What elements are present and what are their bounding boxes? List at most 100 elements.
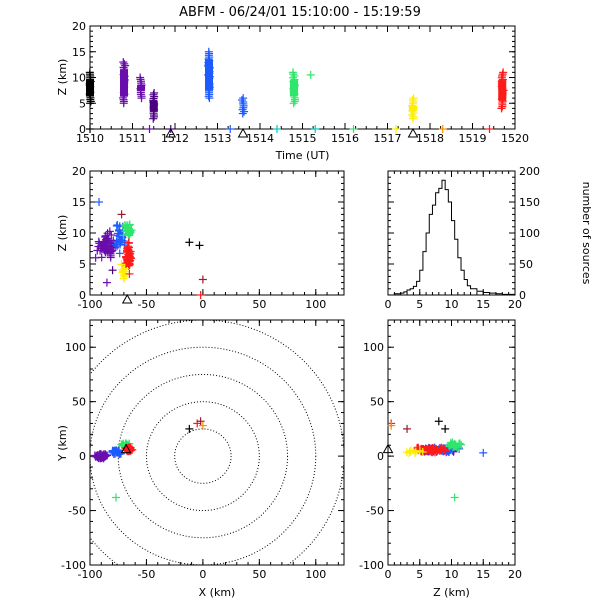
zy-marker (435, 445, 444, 454)
time-height-marker (204, 47, 213, 56)
zy-marker (450, 493, 459, 502)
xz-marker (195, 241, 204, 250)
x-tick-label: 15 (476, 568, 490, 581)
y-tick-label: 150 (519, 196, 540, 209)
time-height-marker (120, 59, 129, 68)
xz-marker (103, 237, 112, 246)
x-tick-label: 1513 (204, 132, 232, 145)
y-tick-label: 0 (519, 289, 526, 302)
x-tick-label: 1514 (246, 132, 274, 145)
x-tick-label: 1511 (119, 132, 147, 145)
time-height-marker (290, 71, 299, 80)
time-height-marker (409, 94, 418, 103)
xz-marker (124, 245, 133, 254)
xz-marker (196, 291, 205, 299)
station-triangle (120, 443, 132, 454)
zy-marker (403, 424, 412, 433)
y-tick-label: 50 (72, 396, 86, 409)
zy-marker (447, 440, 456, 449)
zy-marker (428, 444, 437, 453)
xz-marker (91, 253, 100, 262)
zy-marker (441, 424, 450, 433)
zy-marker (454, 443, 463, 452)
zy-marker (434, 417, 443, 426)
xz-marker (105, 227, 114, 236)
xz-marker (198, 275, 207, 284)
y-tick-label: 0 (79, 289, 86, 302)
time-height-marker (289, 99, 298, 108)
time-height-bar (498, 80, 507, 101)
plan-marker (108, 448, 117, 457)
histogram-line (394, 179, 516, 295)
xz-marker (114, 225, 123, 234)
figure-title: ABFM - 06/24/01 15:10:00 - 15:19:59 (179, 5, 421, 20)
time-height-marker (408, 95, 417, 104)
range-rings (90, 320, 344, 565)
plan-marker (98, 451, 107, 460)
zy-marker (402, 448, 411, 457)
xz-marker (108, 266, 117, 275)
xz-marker (112, 237, 121, 246)
time-height-bar (137, 85, 145, 91)
x-height-panel: -100 -50 0 50 100 0 5 10 15 20 Z (km) (56, 165, 345, 311)
x-tick-label: -50 (137, 568, 155, 581)
plan-marker (198, 421, 207, 430)
x-tick-label: 10 (445, 568, 459, 581)
plot-frame (89, 319, 345, 566)
xz-marker (102, 245, 111, 254)
time-height-marker (121, 61, 130, 70)
y-tick-label: 200 (519, 165, 540, 178)
y-tick-label: 50 (519, 258, 533, 271)
time-height-bar (86, 80, 94, 96)
y-tick-label: 15 (72, 46, 86, 59)
y-tick-label: 20 (72, 165, 86, 178)
x-tick-label: 0 (385, 298, 392, 311)
x-axis-label: Time (UT) (275, 149, 330, 162)
ground-strike-marker (392, 125, 400, 133)
xz-marker (185, 238, 194, 247)
xz-marker (97, 241, 106, 250)
xz-marker (106, 247, 115, 256)
xz-marker (123, 253, 132, 262)
station-triangle (407, 127, 419, 138)
x-tick-label: 0 (199, 298, 206, 311)
y-tick-label: 5 (79, 97, 86, 110)
ground-strike-marker (273, 125, 281, 133)
y-tick-label: 20 (72, 20, 86, 33)
xz-marker (115, 249, 124, 258)
time-height-marker (150, 88, 159, 97)
time-height-marker (85, 68, 94, 77)
station-triangle (237, 127, 249, 138)
y-tick-label: 15 (72, 196, 86, 209)
range-ring (145, 401, 260, 512)
y-tick-label: 5 (79, 258, 86, 271)
xz-marker (93, 246, 102, 255)
ground-strike-marker (311, 125, 320, 133)
range-ring (90, 346, 317, 565)
x-tick-label: 1510 (76, 132, 104, 145)
xz-marker (125, 269, 134, 278)
zy-marker (418, 447, 427, 456)
x-tick-label: 15 (476, 298, 490, 311)
y-tick-label: 10 (72, 72, 86, 85)
x-tick-label: -100 (78, 568, 103, 581)
xz-marker (108, 246, 117, 255)
xz-marker (101, 246, 110, 255)
xz-marker (124, 224, 133, 233)
y-tick-label: 100 (519, 227, 540, 240)
y-tick-label: 50 (370, 396, 384, 409)
x-tick-label: 0 (385, 568, 392, 581)
x-tick-label: 20 (508, 568, 522, 581)
time-height-marker (288, 68, 297, 77)
x-axis-label: X (km) (199, 586, 236, 599)
y-tick-label: -100 (359, 559, 384, 572)
y-axis-label: Y (km) (56, 425, 69, 462)
y-tick-label: 100 (65, 341, 86, 354)
plan-marker (196, 417, 205, 426)
time-height-marker (499, 68, 508, 77)
y-axis-label: number of sources (580, 182, 593, 285)
station-triangle (121, 293, 133, 304)
xz-marker (95, 198, 104, 206)
